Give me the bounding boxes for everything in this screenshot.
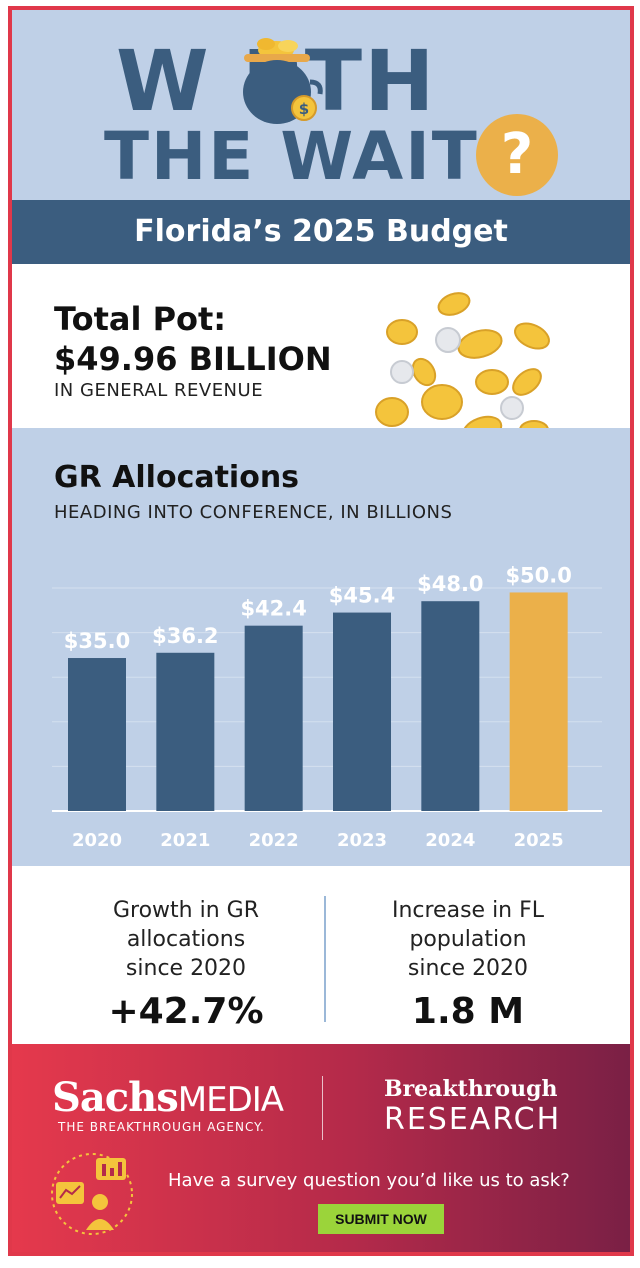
- growth-stat-line2: allocations: [126, 927, 246, 952]
- bar-value-label: $45.4: [329, 584, 395, 608]
- growth-stat-line3: since 2020: [125, 956, 247, 981]
- bar-value-label: $35.0: [64, 629, 130, 653]
- population-stat-line1: Increase in FL: [391, 898, 545, 923]
- breakthrough-logo-top: Breakthrough: [384, 1076, 558, 1102]
- population-stat-value: 1.8 M: [411, 991, 525, 1032]
- x-tick-label: 2025: [514, 830, 564, 851]
- chart-subtitle: HEADING INTO CONFERENCE, IN BILLIONS: [54, 502, 453, 523]
- sachs-media-tagline: THE BREAKTHROUGH AGENCY.: [58, 1120, 265, 1134]
- budget-banner: Florida’s 2025 Budget: [12, 200, 630, 264]
- bar-2023: [333, 612, 391, 811]
- svg-text:$: $: [299, 100, 309, 118]
- bar-value-label: $48.0: [417, 572, 483, 596]
- footer: SachsMEDIA THE BREAKTHROUGH AGENCY. Brea…: [12, 1044, 630, 1252]
- total-pot-section: Total Pot: $49.96 BILLION IN GENERAL REV…: [12, 264, 630, 472]
- hero-header: W RTH $ THE WAIT ?: [12, 10, 630, 200]
- bar-value-label: $42.4: [240, 597, 306, 621]
- footer-divider: [322, 1076, 323, 1140]
- total-pot-subtitle: IN GENERAL REVENUE: [54, 380, 264, 401]
- survey-prompt: Have a survey question you’d like us to …: [168, 1170, 570, 1191]
- submit-now-button[interactable]: SUBMIT NOW: [318, 1204, 444, 1234]
- growth-stat: Growth in GR allocations since 2020 +42.…: [56, 896, 316, 1032]
- chart-section: GR Allocations HEADING INTO CONFERENCE, …: [12, 428, 630, 866]
- survey-icon: [51, 1153, 133, 1235]
- population-stat-line3: since 2020: [407, 956, 529, 981]
- bar-value-label: $36.2: [152, 624, 218, 648]
- question-mark-badge: ?: [476, 114, 558, 196]
- sachs-media-logo-media: MEDIA: [177, 1080, 284, 1120]
- infographic-frame: W RTH $ THE WAIT ? Florida’s 2025 Budget…: [8, 6, 634, 1256]
- bar-2020: [68, 658, 126, 811]
- stats-section: Growth in GR allocations since 2020 +42.…: [12, 866, 630, 1044]
- money-pot-icon: $: [243, 38, 323, 124]
- sachs-media-logo-main: Sachs: [52, 1074, 179, 1121]
- stats-divider: [324, 896, 326, 1022]
- population-stat: Increase in FL population since 2020 1.8…: [338, 896, 598, 1032]
- total-pot-label: Total Pot:: [54, 300, 227, 338]
- bar-2024: [421, 601, 480, 811]
- x-tick-label: 2022: [249, 830, 299, 851]
- x-tick-label: 2023: [337, 830, 387, 851]
- bar-2022: [244, 625, 303, 811]
- growth-stat-line1: Growth in GR: [112, 898, 259, 923]
- growth-stat-value: +42.7%: [108, 991, 264, 1032]
- total-pot-value: $49.96 BILLION: [54, 340, 332, 378]
- x-tick-label: 2020: [72, 830, 122, 851]
- bar-2025: [509, 592, 568, 811]
- title-line-2: THE WAIT: [104, 118, 479, 195]
- bar-value-label: $50.0: [505, 563, 571, 587]
- allocations-bar-chart: $35.0 2020 $36.2 2021 $42.4 2022 $45.4 2023 $48.…: [52, 563, 602, 851]
- chart-title: GR Allocations: [54, 460, 300, 495]
- x-tick-label: 2021: [160, 830, 210, 851]
- bar-2021: [156, 652, 215, 811]
- x-tick-label: 2024: [425, 830, 475, 851]
- population-stat-line2: population: [409, 927, 527, 952]
- breakthrough-logo-bottom: RESEARCH: [384, 1102, 562, 1137]
- sachs-media-logo[interactable]: SachsMEDIA: [52, 1074, 284, 1121]
